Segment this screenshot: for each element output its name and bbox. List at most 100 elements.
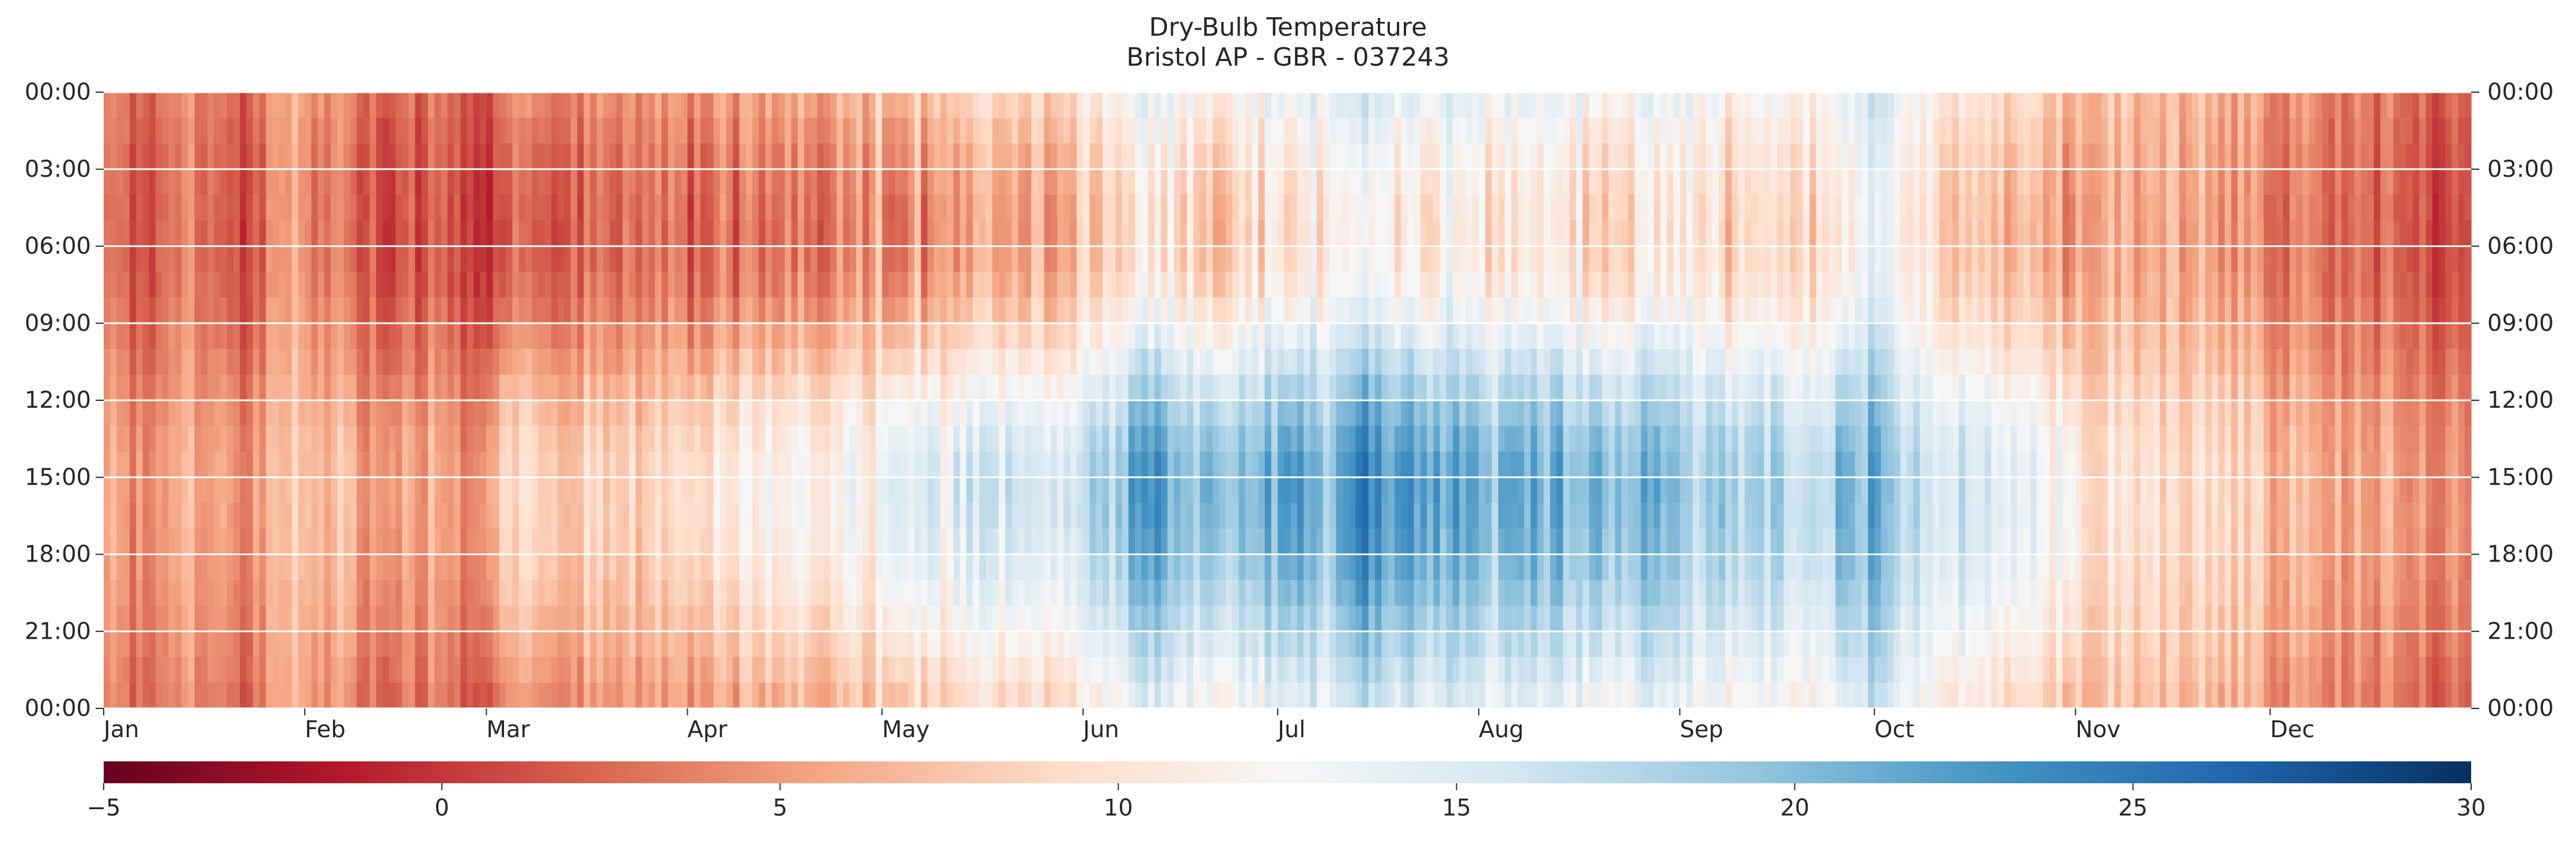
heatmap-cell	[564, 195, 571, 221]
heatmap-cell	[1109, 92, 1116, 119]
heatmap-cell	[1037, 272, 1045, 298]
heatmap-cell	[979, 297, 986, 324]
heatmap-cell	[447, 605, 454, 632]
heatmap-cell	[843, 400, 850, 427]
heatmap-cell	[1310, 682, 1317, 709]
heatmap-cell	[687, 426, 695, 452]
heatmap-cell	[104, 554, 111, 581]
heatmap-cell	[518, 631, 526, 658]
chart-title: Dry-Bulb Temperature	[1149, 13, 1427, 42]
heatmap-cell	[357, 246, 364, 272]
heatmap-cell	[1342, 246, 1350, 272]
heatmap-cell	[343, 682, 351, 709]
heatmap-cell	[1206, 580, 1214, 606]
heatmap-cell	[966, 117, 973, 144]
heatmap-cell	[1122, 580, 1129, 606]
heatmap-cell	[1012, 554, 1019, 581]
heatmap-cell	[149, 374, 156, 401]
heatmap-cell	[408, 374, 416, 401]
heatmap-cell	[1297, 143, 1304, 170]
heatmap-cell	[719, 323, 727, 350]
heatmap-cell	[305, 426, 312, 452]
heatmap-cell	[220, 426, 228, 452]
heatmap-cell	[992, 272, 999, 298]
heatmap-cell	[357, 503, 364, 529]
heatmap-cell	[830, 323, 838, 350]
heatmap-cell	[421, 143, 429, 170]
heatmap-cell	[1173, 143, 1181, 170]
heatmap-cell	[700, 374, 707, 401]
heatmap-cell	[700, 169, 707, 195]
heatmap-cell	[538, 272, 545, 298]
heatmap-cell	[1245, 631, 1252, 658]
heatmap-cell	[454, 195, 461, 221]
heatmap-cell	[1037, 220, 1045, 247]
heatmap-cell	[1213, 374, 1220, 401]
heatmap-cell	[901, 220, 908, 247]
heatmap-cell	[279, 580, 286, 606]
heatmap-cell	[343, 246, 351, 272]
heatmap-cell	[1063, 348, 1071, 376]
heatmap-cell	[415, 477, 422, 503]
heatmap-cell	[116, 297, 124, 324]
heatmap-cell	[843, 143, 850, 170]
heatmap-cell	[1264, 117, 1272, 144]
heatmap-cell	[441, 682, 448, 709]
heatmap-cell	[687, 452, 695, 478]
heatmap-cell	[1122, 143, 1129, 170]
heatmap-cell	[719, 246, 727, 272]
heatmap-cell	[869, 477, 876, 503]
heatmap-cell	[1362, 400, 1369, 427]
heatmap-cell	[350, 682, 357, 709]
heatmap-cell	[603, 323, 610, 350]
heatmap-cell	[538, 297, 545, 324]
heatmap-cell	[252, 143, 260, 170]
heatmap-cell	[668, 477, 675, 503]
heatmap-cell	[525, 220, 532, 247]
heatmap-cell	[778, 477, 785, 503]
heatmap-cell	[558, 195, 565, 221]
heatmap-cell	[1103, 143, 1109, 170]
heatmap-cell	[447, 682, 454, 709]
heatmap-cell	[804, 554, 811, 581]
heatmap-cell	[1258, 528, 1266, 555]
heatmap-cell	[538, 220, 545, 247]
heatmap-cell	[797, 297, 805, 324]
heatmap-cell	[1173, 682, 1181, 709]
heatmap-cell	[104, 169, 111, 195]
heatmap-cell	[934, 297, 941, 324]
heatmap-cell	[1219, 323, 1226, 350]
heatmap-cell	[266, 143, 273, 170]
heatmap-cell	[1109, 452, 1116, 478]
heatmap-cell	[525, 246, 532, 272]
heatmap-cell	[733, 169, 740, 195]
heatmap-cell	[369, 452, 377, 478]
heatmap-cell	[525, 554, 532, 581]
heatmap-cell	[882, 580, 889, 606]
heatmap-cell	[1304, 272, 1311, 298]
heatmap-cell	[331, 92, 338, 119]
heatmap-cell	[1173, 92, 1181, 119]
heatmap-cell	[661, 657, 669, 684]
heatmap-cell	[226, 348, 234, 376]
heatmap-cell	[914, 580, 922, 606]
heatmap-cell	[214, 297, 221, 324]
heatmap-cell	[1316, 374, 1324, 401]
heatmap-cell	[1219, 554, 1226, 581]
heatmap-cell	[810, 246, 818, 272]
heatmap-cell	[311, 657, 319, 684]
heatmap-cell	[1089, 117, 1097, 144]
heatmap-cell	[136, 580, 143, 606]
heatmap-cell	[972, 503, 980, 529]
heatmap-cell	[1024, 477, 1032, 503]
heatmap-cell	[849, 682, 857, 709]
heatmap-cell	[785, 426, 792, 452]
heatmap-cell	[1381, 143, 1389, 170]
heatmap-cell	[305, 528, 312, 555]
heatmap-cell	[771, 323, 779, 350]
heatmap-cell	[804, 117, 811, 144]
heatmap-cell	[1109, 323, 1116, 350]
heatmap-cell	[343, 426, 351, 452]
heatmap-cell	[1342, 143, 1350, 170]
heatmap-cell	[486, 348, 494, 376]
